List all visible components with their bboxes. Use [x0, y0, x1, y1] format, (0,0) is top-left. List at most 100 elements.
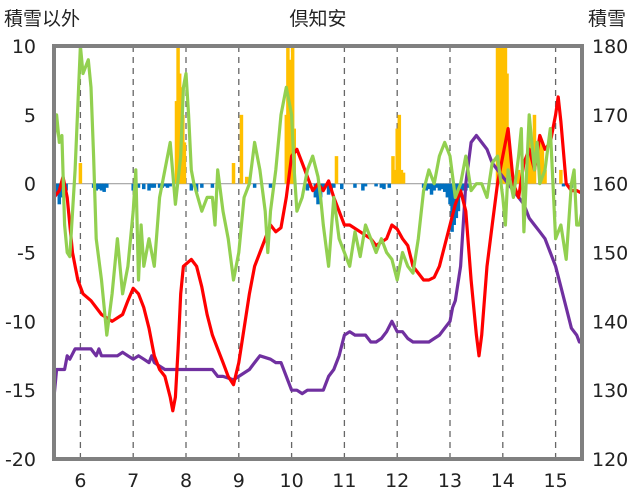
precip-bar — [55, 183, 59, 195]
precip-bar — [163, 183, 167, 187]
left-axis-ticks: 10 5 0 -5 -10 -15 -20 — [5, 36, 36, 471]
precip-bar — [442, 183, 447, 192]
precip-bar — [440, 183, 444, 190]
y-left-tick-label: -10 — [5, 311, 36, 333]
x-tick-label: 14 — [491, 470, 515, 492]
right-axis-ticks: 180 170 160 150 140 130 120 — [592, 36, 628, 471]
precip-bar — [149, 183, 154, 188]
precip-bar — [182, 142, 187, 184]
precip-bar — [399, 169, 404, 184]
precip-bar — [78, 163, 83, 184]
precip-bar — [152, 183, 157, 188]
series-lines — [52, 44, 584, 413]
precip-bar — [374, 183, 378, 187]
y-left-tick-label: -5 — [17, 243, 36, 265]
x-tick-label: 13 — [438, 470, 462, 492]
precip-bar — [165, 183, 170, 188]
precip-bar — [244, 176, 249, 184]
precip-bar — [361, 183, 365, 191]
precip-bar — [527, 128, 531, 184]
precip-bar — [424, 183, 428, 191]
precip-bar — [429, 183, 434, 195]
x-tick-label: 15 — [544, 470, 568, 492]
precip-bar — [363, 183, 368, 187]
precip-bar — [321, 183, 326, 191]
precip-bar — [448, 183, 452, 205]
precip-bar — [268, 183, 273, 188]
precip-bar — [507, 142, 511, 184]
precip-bar — [391, 156, 395, 184]
precip-bar — [437, 183, 442, 191]
precip-bar — [157, 183, 162, 188]
x-tick-label: 8 — [180, 470, 192, 492]
precip-bar — [60, 183, 64, 198]
precip-bar — [559, 169, 563, 184]
precip-bar — [450, 183, 454, 232]
precip-bar — [332, 183, 336, 188]
precip-bar — [316, 183, 320, 205]
precip-bar — [561, 183, 566, 187]
precip-bar — [427, 183, 431, 190]
precip-bar — [97, 183, 101, 190]
y-left-tick-label: -15 — [5, 380, 36, 402]
x-axis-ticks: 6 7 8 9 10 11 12 13 14 15 — [74, 470, 567, 492]
x-tick-label: 6 — [74, 470, 86, 492]
precip-bar — [305, 183, 310, 191]
precip-bar — [326, 183, 331, 195]
plot-frame — [52, 44, 584, 461]
precip-bar — [142, 183, 146, 190]
precip-bar — [334, 156, 339, 184]
chart-title: 倶知安 — [289, 8, 346, 30]
precip-bar — [393, 169, 397, 184]
precip-bar — [105, 183, 109, 188]
y-right-tick-label: 120 — [592, 449, 628, 471]
precip-bar — [200, 183, 204, 188]
x-tick-label: 7 — [127, 470, 139, 492]
precip-bar — [189, 183, 194, 191]
right-axis-label: 積雪 — [588, 8, 626, 30]
y-left-tick-label: -20 — [5, 449, 36, 471]
y-right-tick-label: 160 — [592, 174, 628, 196]
precip-bar — [168, 183, 172, 187]
precip-bar — [94, 183, 98, 191]
precip-bar — [147, 183, 151, 191]
precip-bar — [353, 183, 357, 188]
precip-bar — [382, 183, 386, 190]
y-left-tick-label: 10 — [12, 36, 36, 58]
x-tick-label: 10 — [280, 470, 304, 492]
precip-bar — [543, 169, 547, 184]
x-tick-label: 9 — [233, 470, 245, 492]
x-tick-label: 12 — [385, 470, 409, 492]
precip-bar — [530, 156, 534, 184]
y-right-tick-label: 180 — [592, 36, 628, 58]
precip-bar — [516, 169, 521, 184]
precip-bar — [340, 183, 344, 190]
precip-bar — [210, 183, 215, 188]
precip-bar — [379, 183, 384, 188]
precip-bar — [387, 183, 392, 188]
left-axis-label: 積雪以外 — [4, 8, 80, 30]
precip-bar — [395, 128, 399, 184]
precip-bar — [102, 183, 106, 192]
y-right-tick-label: 130 — [592, 380, 628, 402]
y-left-tick-label: 0 — [24, 174, 36, 196]
y-right-tick-label: 140 — [592, 311, 628, 333]
precip-bar — [532, 114, 537, 184]
precip-bar — [99, 183, 104, 191]
x-tick-label: 11 — [332, 470, 356, 492]
precip-bar — [432, 183, 436, 191]
precip-bar — [252, 183, 257, 188]
precip-bar — [445, 183, 450, 198]
precip-bar — [466, 183, 471, 188]
precip-bar — [313, 183, 318, 198]
precip-bar — [401, 172, 406, 184]
precip-bar — [461, 183, 465, 191]
y-right-tick-label: 150 — [592, 243, 628, 265]
precip-bar — [540, 142, 545, 184]
precip-bar — [57, 183, 62, 205]
series-line-1 — [52, 44, 584, 337]
precip-bar — [136, 183, 141, 188]
precip-bar — [239, 114, 244, 184]
precip-bar — [231, 163, 236, 184]
